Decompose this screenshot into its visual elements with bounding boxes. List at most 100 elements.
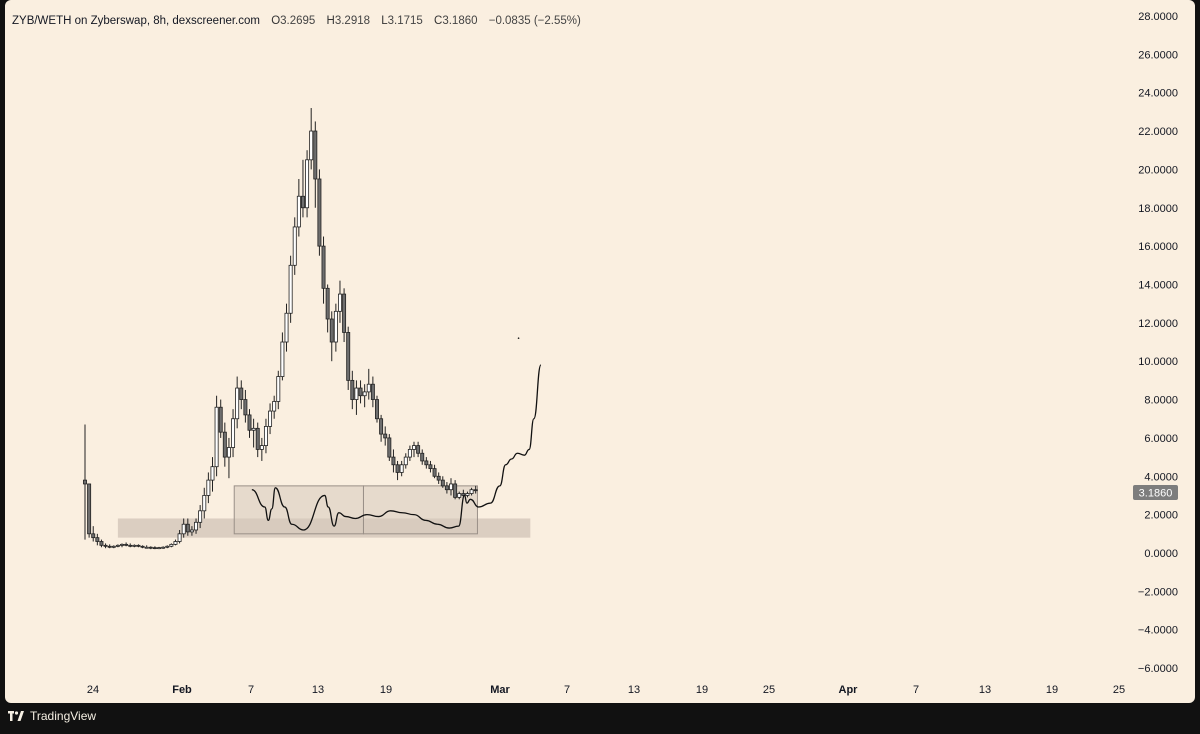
ohlc-high-value: 3.2918: [335, 15, 370, 27]
price-axis[interactable]: 28.0000 26.0000 24.0000 22.0000 20.0000 18.00…: [1138, 11, 1178, 675]
candle: [198, 505, 203, 529]
candles-layer: [83, 108, 478, 550]
y-tick-label: 18.0000: [1138, 203, 1178, 215]
candle: [387, 434, 392, 461]
candle: [288, 255, 293, 323]
candle-body: [333, 310, 338, 343]
candle: [383, 426, 388, 446]
candle-body: [111, 545, 116, 548]
candle: [399, 460, 404, 477]
candle-body: [115, 544, 120, 547]
x-tick-label: 19: [380, 684, 392, 696]
candle-body: [300, 195, 305, 209]
candle: [292, 217, 297, 275]
x-tick-label: 7: [248, 684, 254, 696]
candle: [358, 380, 363, 404]
candle-body: [247, 414, 252, 431]
candle: [416, 441, 421, 458]
candle: [222, 422, 227, 467]
candle: [136, 544, 141, 548]
candle-body: [449, 483, 453, 491]
candle-body: [440, 479, 445, 487]
ohlc-low-key: L: [381, 15, 388, 27]
candle-body: [465, 493, 470, 496]
x-tick-label: Apr: [839, 684, 859, 696]
candle: [251, 418, 256, 448]
candle-body: [107, 545, 112, 548]
legend-header: ZYB/WETH on Zyberswap, 8h, dexscreener.c…: [12, 15, 581, 27]
tradingview-brand[interactable]: TradingView: [30, 709, 97, 723]
candle-body: [210, 466, 215, 481]
candle-body: [268, 410, 273, 427]
candle-body: [366, 383, 371, 393]
x-tick-label: 25: [763, 684, 775, 696]
candle-body: [321, 245, 326, 289]
last-price-tag: 3.1860: [1133, 485, 1178, 500]
last-price-label: 3.1860: [1139, 488, 1173, 500]
candle-body: [362, 391, 367, 397]
y-tick-label: 2.0000: [1144, 510, 1178, 522]
tradingview-logo-icon[interactable]: [8, 711, 24, 721]
y-tick-label: −6.0000: [1138, 663, 1178, 675]
candle: [210, 457, 215, 492]
candle-body: [276, 376, 281, 402]
candle-body: [288, 264, 293, 314]
last-price-tag-bg: [1133, 485, 1178, 500]
candle: [379, 414, 384, 442]
candle-body: [399, 464, 404, 473]
candle: [436, 472, 441, 484]
candle-body: [375, 399, 379, 420]
candle-body: [416, 445, 421, 454]
y-tick-label: 24.0000: [1138, 88, 1178, 100]
candle: [342, 288, 347, 343]
y-tick-label: 16.0000: [1138, 241, 1178, 253]
candle-body: [305, 159, 310, 209]
candle: [457, 491, 462, 500]
candle-body: [387, 437, 392, 458]
range-zone-2: [362, 485, 478, 535]
candle-body: [152, 547, 157, 550]
candle: [428, 460, 433, 473]
candle-body: [128, 544, 133, 547]
candle-body: [383, 433, 388, 439]
candle-body: [91, 533, 96, 539]
candle-body: [226, 447, 231, 458]
candle-body: [436, 475, 441, 481]
ohlc-open-value: 3.2695: [280, 15, 315, 27]
candle-body: [198, 510, 203, 523]
candle-body: [206, 479, 211, 496]
candle: [432, 464, 437, 479]
candle-body: [136, 544, 141, 547]
candle-body: [202, 495, 207, 512]
candle: [284, 303, 289, 352]
candle: [354, 380, 359, 415]
candle: [469, 487, 474, 496]
candle-body: [370, 383, 375, 400]
candle-body: [222, 431, 227, 458]
symbol-title: ZYB/WETH on Zyberswap, 8h, dexscreener.c…: [12, 15, 260, 27]
candle: [268, 403, 273, 435]
candle-body: [284, 312, 289, 343]
candle-body: [350, 379, 355, 400]
candle: [83, 424, 87, 540]
candle-body: [453, 483, 458, 498]
candle-body: [231, 418, 236, 448]
candle: [465, 491, 470, 498]
candle-body: [120, 543, 124, 546]
candle: [165, 545, 170, 549]
candle-body: [457, 493, 462, 498]
candle: [407, 445, 412, 461]
candle: [194, 518, 199, 534]
x-tick-label: 19: [1046, 684, 1058, 696]
y-tick-label: −2.0000: [1138, 586, 1178, 598]
candle: [259, 437, 264, 461]
candle-body: [338, 293, 342, 312]
candle-body: [259, 445, 264, 450]
candle: [276, 370, 281, 410]
time-axis[interactable]: 24 Feb 7 13 19 Mar 7 13 19 25 Apr 7 13 19 25: [87, 684, 1125, 696]
candle: [152, 546, 157, 550]
candle: [449, 478, 453, 496]
candle-body: [280, 341, 285, 377]
candle-body: [272, 401, 277, 412]
